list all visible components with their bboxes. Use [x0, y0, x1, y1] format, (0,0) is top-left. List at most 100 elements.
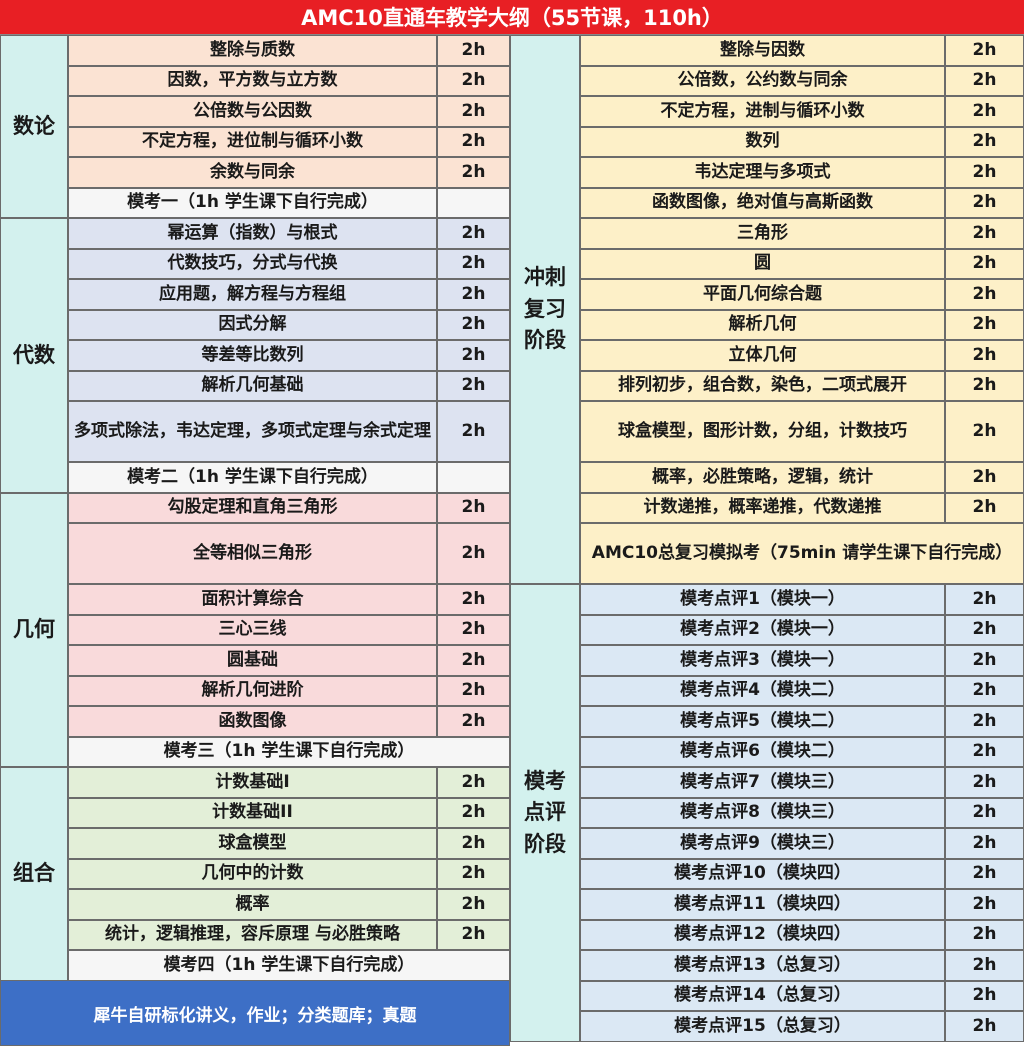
table-row-hours: 2h	[945, 401, 1024, 462]
table-row-hours: 2h	[437, 614, 510, 645]
table-row-hours	[437, 187, 510, 218]
table-row-hours: 2h	[945, 1011, 1024, 1042]
table-row-hours: 2h	[945, 584, 1024, 615]
table-row-hours: 2h	[437, 797, 510, 828]
table-row-topic: 公倍数，公约数与同余	[580, 65, 945, 96]
table-row-hours: 2h	[437, 584, 510, 615]
table-row-topic: 韦达定理与多项式	[580, 157, 945, 188]
table-row-topic: 球盒模型，图形计数，分组，计数技巧	[580, 401, 945, 462]
table-row-topic: 代数技巧，分式与代换	[68, 248, 437, 279]
table-row-topic: 模考一（1h 学生课下自行完成）	[68, 187, 437, 218]
table-row-hours: 2h	[945, 157, 1024, 188]
table-row-topic: 解析几何基础	[68, 370, 437, 401]
table-row-topic: 解析几何	[580, 309, 945, 340]
category-cell: 几何	[0, 492, 68, 767]
table-row-hours: 2h	[437, 248, 510, 279]
table-row-topic: 多项式除法，韦达定理，多项式定理与余式定理	[68, 401, 437, 462]
table-row-topic: 解析几何进阶	[68, 675, 437, 706]
table-row-hours: 2h	[945, 645, 1024, 676]
table-row-hours: 2h	[945, 858, 1024, 889]
table-row-hours: 2h	[945, 767, 1024, 798]
table-row-hours: 2h	[945, 35, 1024, 66]
table-row-topic: 三角形	[580, 218, 945, 249]
table-row-hours: 2h	[437, 645, 510, 676]
table-row-hours: 2h	[437, 126, 510, 157]
table-row-hours: 2h	[437, 675, 510, 706]
table-row-topic: 球盒模型	[68, 828, 437, 859]
table-row-hours: 2h	[945, 279, 1024, 310]
table-row-hours: 2h	[437, 35, 510, 66]
table-row-hours: 2h	[437, 523, 510, 584]
table-row-hours: 2h	[437, 858, 510, 889]
table-row-hours	[437, 462, 510, 493]
table-row-topic: 模考点评1（模块一）	[580, 584, 945, 615]
table-row-topic: 勾股定理和直角三角形	[68, 492, 437, 523]
table-row-topic: 计数递推，概率递推，代数递推	[580, 492, 945, 523]
table-row-topic: 概率	[68, 889, 437, 920]
table-row-topic: 模考点评8（模块三）	[580, 797, 945, 828]
table-row-topic: 整除与质数	[68, 35, 437, 66]
table-row-topic: 几何中的计数	[68, 858, 437, 889]
table-row-hours: 2h	[945, 706, 1024, 737]
table-row-topic: 数列	[580, 126, 945, 157]
table-row-topic: 计数基础I	[68, 767, 437, 798]
table-row-topic: 模考点评10（模块四）	[580, 858, 945, 889]
table-row-hours: 2h	[437, 401, 510, 462]
table-row-hours: 2h	[945, 340, 1024, 371]
table-row-hours: 2h	[945, 614, 1024, 645]
table-row-topic: 统计，逻辑推理，容斥原理 与必胜策略	[68, 919, 437, 950]
category-cell: 数论	[0, 35, 68, 218]
table-row-topic: 模考点评15（总复习）	[580, 1011, 945, 1042]
table-row-topic: 模考二（1h 学生课下自行完成）	[68, 462, 437, 493]
table-row-topic: 因数，平方数与立方数	[68, 65, 437, 96]
table-row-topic: 公倍数与公因数	[68, 96, 437, 127]
table-row-hours: 2h	[437, 828, 510, 859]
category-cell: 组合	[0, 767, 68, 981]
table-row-hours: 2h	[945, 248, 1024, 279]
table-row-topic: 余数与同余	[68, 157, 437, 188]
table-row-hours: 2h	[945, 889, 1024, 920]
table-row-hours: 2h	[945, 370, 1024, 401]
category-cell: 模考点评阶段	[510, 584, 580, 1042]
table-row-topic: 模考点评7（模块三）	[580, 767, 945, 798]
table-row-topic: 模考点评2（模块一）	[580, 614, 945, 645]
table-row-hours: 2h	[437, 65, 510, 96]
table-row-hours: 2h	[437, 370, 510, 401]
table-row-topic: AMC10总复习模拟考（75min 请学生课下自行完成）	[580, 523, 1024, 584]
table-row-topic: 模考点评4（模块二）	[580, 675, 945, 706]
table-row-hours: 2h	[945, 736, 1024, 767]
table-row-topic: 函数图像，绝对值与高斯函数	[580, 187, 945, 218]
materials-footer: 犀牛自研标化讲义，作业；分类题库；真题	[0, 980, 510, 1046]
table-row-hours: 2h	[945, 218, 1024, 249]
table-row-topic: 圆基础	[68, 645, 437, 676]
table-row-topic: 模考三（1h 学生课下自行完成）	[68, 736, 510, 767]
table-row-topic: 模考点评13（总复习）	[580, 950, 945, 981]
table-row-hours: 2h	[437, 492, 510, 523]
table-row-hours: 2h	[437, 309, 510, 340]
category-cell: 冲刺复习阶段	[510, 35, 580, 584]
table-row-topic: 圆	[580, 248, 945, 279]
table-row-hours: 2h	[437, 340, 510, 371]
table-row-topic: 模考点评6（模块二）	[580, 736, 945, 767]
table-row-hours: 2h	[945, 126, 1024, 157]
table-row-topic: 平面几何综合题	[580, 279, 945, 310]
table-row-topic: 模考点评12（模块四）	[580, 919, 945, 950]
table-row-hours: 2h	[945, 65, 1024, 96]
table-row-topic: 排列初步，组合数，染色，二项式展开	[580, 370, 945, 401]
table-row-hours: 2h	[945, 187, 1024, 218]
table-row-hours: 2h	[437, 96, 510, 127]
table-row-topic: 函数图像	[68, 706, 437, 737]
table-row-topic: 模考点评9（模块三）	[580, 828, 945, 859]
table-row-topic: 全等相似三角形	[68, 523, 437, 584]
table-row-topic: 模考点评14（总复习）	[580, 980, 945, 1011]
table-row-topic: 整除与因数	[580, 35, 945, 66]
table-row-hours: 2h	[437, 889, 510, 920]
table-row-topic: 模考点评3（模块一）	[580, 645, 945, 676]
table-row-topic: 模考点评5（模块二）	[580, 706, 945, 737]
table-row-topic: 计数基础II	[68, 797, 437, 828]
table-row-hours: 2h	[945, 309, 1024, 340]
table-row-topic: 应用题，解方程与方程组	[68, 279, 437, 310]
table-row-hours: 2h	[945, 950, 1024, 981]
table-row-hours: 2h	[945, 675, 1024, 706]
table-row-topic: 面积计算综合	[68, 584, 437, 615]
